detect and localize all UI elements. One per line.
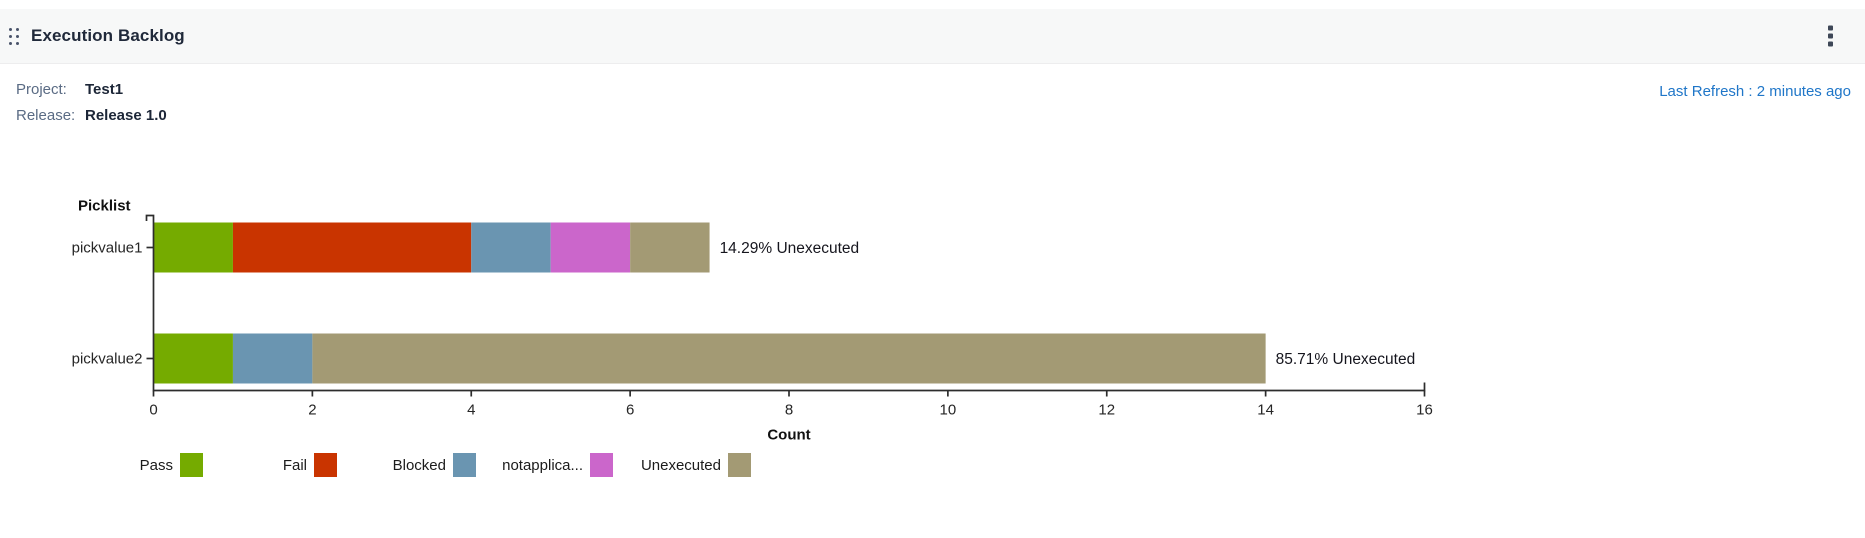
drag-handle-icon[interactable]	[9, 27, 19, 45]
x-tick-label: 12	[1098, 402, 1115, 419]
bar-segment-pickvalue1-pass[interactable]	[153, 222, 233, 273]
project-label: Project:	[16, 81, 67, 98]
y-tick-label-pickvalue1: pickvalue1	[72, 240, 143, 257]
legend-item-unexecuted[interactable]: Unexecuted	[558, 452, 751, 478]
legend-label: Blocked	[392, 456, 446, 474]
legend-item-blocked[interactable]: Blocked	[283, 452, 476, 478]
widget-header: Execution Backlog	[0, 9, 1865, 64]
x-tick-label: 2	[308, 402, 316, 419]
x-tick-label: 4	[467, 402, 475, 419]
x-tick-label: 16	[1416, 402, 1433, 419]
y-tick-label-pickvalue2: pickvalue2	[72, 351, 143, 368]
project-row: Project: Test1	[16, 81, 123, 98]
x-tick-label: 14	[1257, 402, 1274, 419]
y-axis-title: Picklist	[78, 198, 131, 215]
legend-label: notapplica...	[502, 456, 583, 474]
chart-canvas: 14.29% Unexecuted pickvalue1 85.71% Unexec…	[72, 198, 1433, 444]
bar-annotation: 85.71% Unexecuted	[1276, 351, 1416, 368]
bar-annotation: 14.29% Unexecuted	[720, 240, 860, 257]
axis-domain	[145, 214, 1426, 392]
last-refresh-link[interactable]: Last Refresh : 2 minutes ago	[1659, 83, 1851, 100]
legend-item-fail[interactable]: Fail	[144, 452, 337, 478]
release-row: Release: Release 1.0	[16, 107, 167, 124]
x-tick-label: 6	[626, 402, 634, 419]
widget-title: Execution Backlog	[31, 26, 185, 45]
legend-label: Fail	[282, 456, 307, 474]
legend-swatch-icon	[453, 453, 476, 477]
kebab-menu-icon[interactable]	[1824, 22, 1837, 51]
bar-segment-pickvalue1-fail[interactable]	[232, 222, 472, 273]
project-value: Test1	[85, 81, 124, 98]
legend-label: Unexecuted	[640, 456, 721, 474]
bar-segment-pickvalue1-unexecuted[interactable]	[630, 222, 710, 273]
bar-segment-pickvalue1-blocked[interactable]	[471, 222, 551, 273]
legend-swatch-icon	[180, 453, 203, 477]
x-tick-label: 10	[940, 402, 957, 419]
legend-swatch-icon	[728, 453, 751, 477]
x-tick-label: 0	[149, 402, 157, 419]
legend-label: Pass	[139, 456, 173, 474]
legend-item-pass[interactable]: Pass	[10, 452, 203, 478]
release-value: Release 1.0	[85, 107, 167, 124]
bar-segment-pickvalue2-unexecuted[interactable]	[312, 333, 1266, 384]
release-label: Release:	[16, 107, 76, 124]
legend-item-notapplica[interactable]: notapplica...	[420, 452, 613, 478]
legend-swatch-icon	[314, 453, 337, 477]
bar-segment-pickvalue2-blocked[interactable]	[232, 333, 313, 384]
bar-segment-pickvalue1-notapplica[interactable]	[550, 222, 631, 273]
legend-swatch-icon	[590, 453, 613, 477]
bar-segment-pickvalue2-pass[interactable]	[153, 333, 233, 384]
x-axis-title: Count	[767, 427, 810, 444]
stacked-bar-chart: 14.29% Unexecuted pickvalue1 85.71% Unexec…	[0, 150, 1480, 490]
x-tick-label: 8	[785, 402, 793, 419]
